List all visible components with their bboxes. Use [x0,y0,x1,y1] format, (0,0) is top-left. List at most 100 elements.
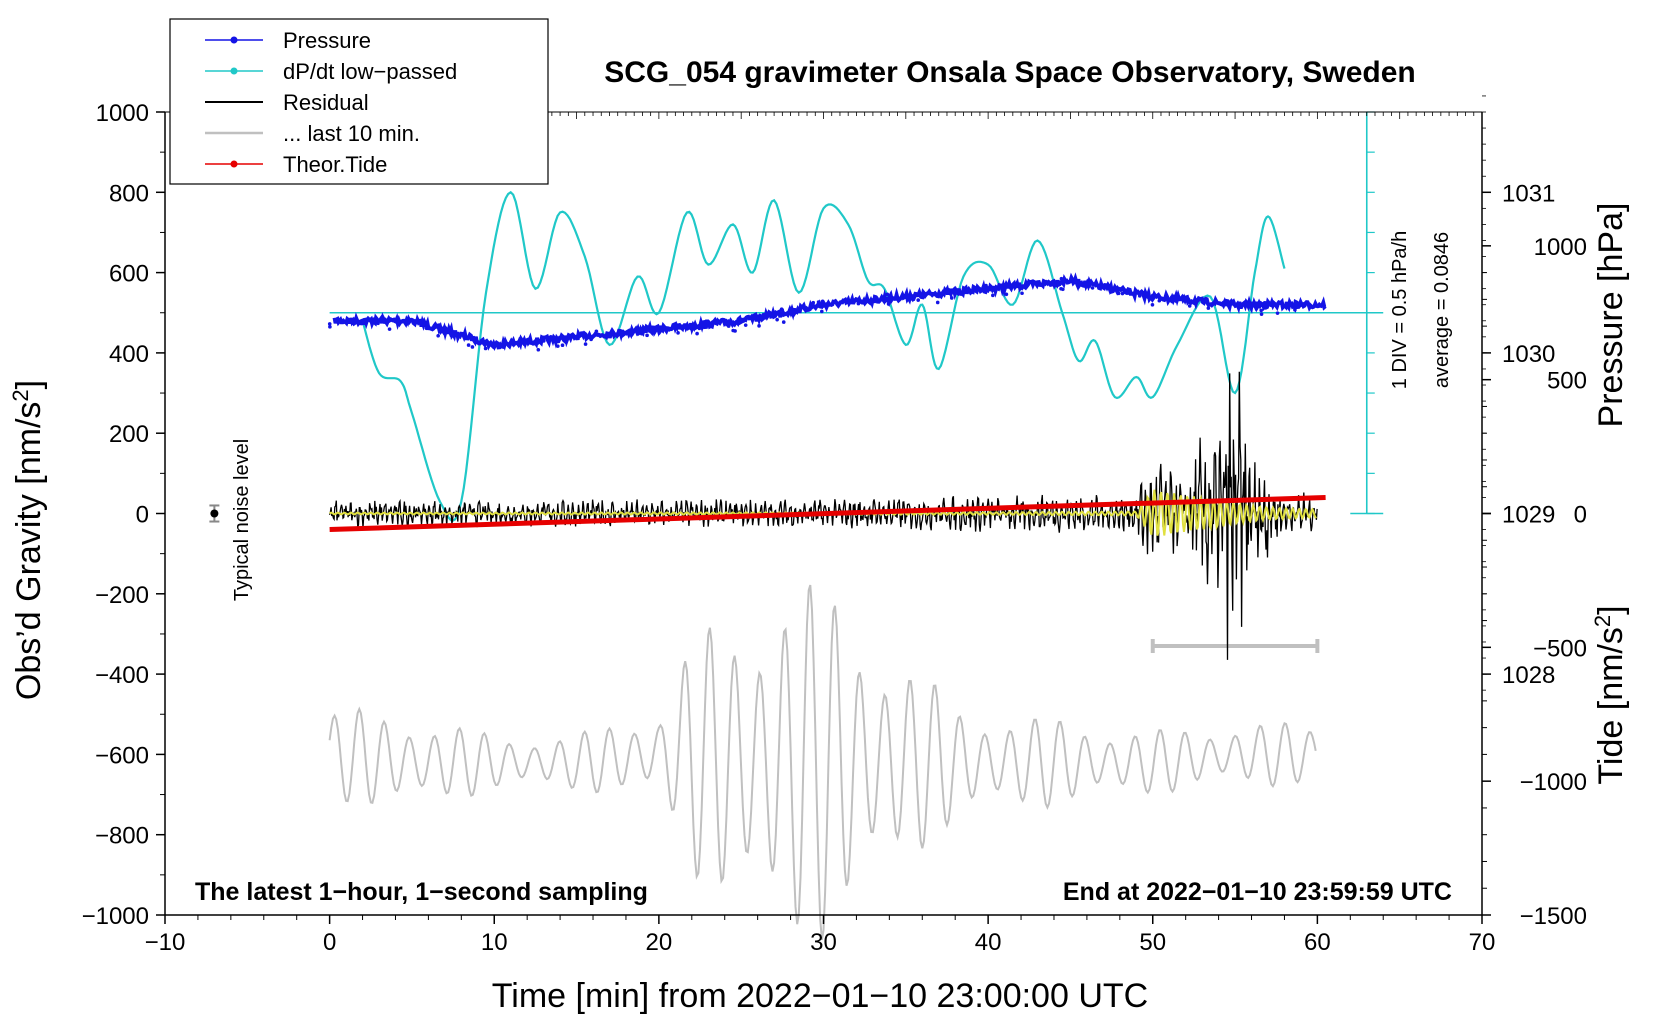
pressure-tick-label: 1028 [1502,662,1555,689]
y-tick-label: −400 [95,662,149,689]
pressure-point [962,288,967,293]
pressure-point [532,340,536,344]
pressure-point [757,324,761,328]
dpdt-average-label: average = 0.0846 [1431,232,1453,388]
pressure-point [483,346,488,351]
pressure-point [811,300,816,305]
y-tick-label: −600 [95,742,149,769]
legend-item-pressure: Pressure [205,28,371,53]
y-tick-label: 0 [136,502,149,529]
tide-tick-label: 0 [1574,502,1587,529]
x-tick-label: 0 [323,929,336,956]
latest-hour-note: The latest 1−hour, 1−second sampling [195,878,648,906]
y-tick-label: 800 [109,180,149,207]
axes-layer: −10 0 10 20 30 40 50 60 70 −1000 −800 −600 −400 −200 0… [82,95,1587,956]
y-tick-label: 600 [109,261,149,288]
pressure-point [781,320,786,324]
pressure-point [676,331,680,335]
tide-tick-label: 500 [1547,368,1587,395]
pressure-point [387,327,392,331]
pressure-point [556,339,561,344]
y-axis-label-left-main: Obs’d Gravity [nm/s [10,402,48,701]
legend-item-dpdt: dP/dt low−passed [205,59,457,84]
tide-series-layer [329,494,1326,533]
pressure-point [984,283,988,288]
pressure-tick-label: 1029 [1502,502,1555,529]
pressure-point [1150,302,1155,307]
pressure-point [724,318,728,323]
pressure-point [1120,291,1125,296]
pressure-point [371,317,376,321]
pressure-point [779,314,783,318]
pressure-point [1259,308,1263,313]
pressure-point [376,321,380,326]
pressure-point [556,344,560,348]
pressure-point [992,286,997,291]
legend-label-dpdt: dP/dt low−passed [283,59,457,84]
pressure-point [1275,311,1280,315]
pressure-point [1293,308,1297,312]
y-axis-label-left: Obs’d Gravity [nm/s2] [8,380,48,700]
legend: Pressure dP/dt low−passed Residual ... l… [169,18,549,185]
tide-tick-label: −1500 [1520,903,1587,930]
pressure-point [726,324,731,328]
x-tick-label: 50 [1139,929,1166,956]
pressure-point [466,343,471,347]
pressure-point [1170,295,1174,299]
dpdt-line [361,190,1286,522]
pressure-point [362,320,367,325]
y-axis-label-left-sup: 2 [8,389,33,401]
pressure-point [911,297,916,302]
pressure-point [697,326,702,331]
legend-label-last10: ... last 10 min. [283,121,420,146]
legend-marker-pressure [230,36,238,44]
y-axis-label-left-close: ] [10,380,48,389]
legend-label-pressure: Pressure [283,28,371,53]
y-tick-label: −1000 [82,903,149,930]
pressure-point [949,296,954,300]
noise-level-label: Typical noise level [231,439,253,601]
end-time-note: End at 2022−01−10 23:59:59 UTC [1063,878,1452,906]
pressure-point [542,339,546,343]
x-tick-label: 40 [975,929,1002,956]
legend-item-last10: ... last 10 min. [205,121,420,146]
pressure-point [775,317,779,322]
pressure-point [780,308,785,312]
y-tick-label: −200 [95,582,149,609]
pressure-point [424,322,429,327]
pressure-point [382,320,387,324]
pressure-point [886,302,891,306]
pressure-point [1298,301,1302,306]
pressure-point [560,343,565,348]
x-tick-label: 70 [1469,929,1496,956]
pressure-point [1263,300,1267,305]
pressure-point [820,299,825,304]
chart-title: SCG_054 gravimeter Onsala Space Observat… [604,56,1416,89]
pressure-tick-label: 1030 [1502,341,1555,368]
pressure-point [731,328,735,333]
x-axis-label: Time [min] from 2022−01−10 23:00:00 UTC [492,977,1148,1015]
pressure-point [816,300,821,304]
pressure-point [1020,291,1024,296]
y-tick-label: −800 [95,823,149,850]
pressure-point [1306,302,1311,306]
pressure-point [1137,294,1142,298]
pressure-point [1204,297,1208,302]
pressure-point [589,337,593,342]
pressure-point [1150,293,1155,298]
y-axis-label-tide: Tide [nm/s2] [1590,605,1630,784]
pressure-point [826,302,831,307]
pressure-point [935,300,940,305]
pressure-point [1259,312,1264,316]
pressure-point [706,320,710,325]
legend-item-residual: Residual [205,90,369,115]
pressure-point [743,323,748,327]
pressure-point [1061,287,1065,292]
pressure-point [1172,294,1177,299]
tide-tick-label: 1000 [1534,234,1587,261]
pressure-point [328,325,332,329]
pressure-point [788,311,792,316]
x-tick-label: −10 [145,929,186,956]
y-axis-label-tide-sup: 2 [1590,615,1615,627]
